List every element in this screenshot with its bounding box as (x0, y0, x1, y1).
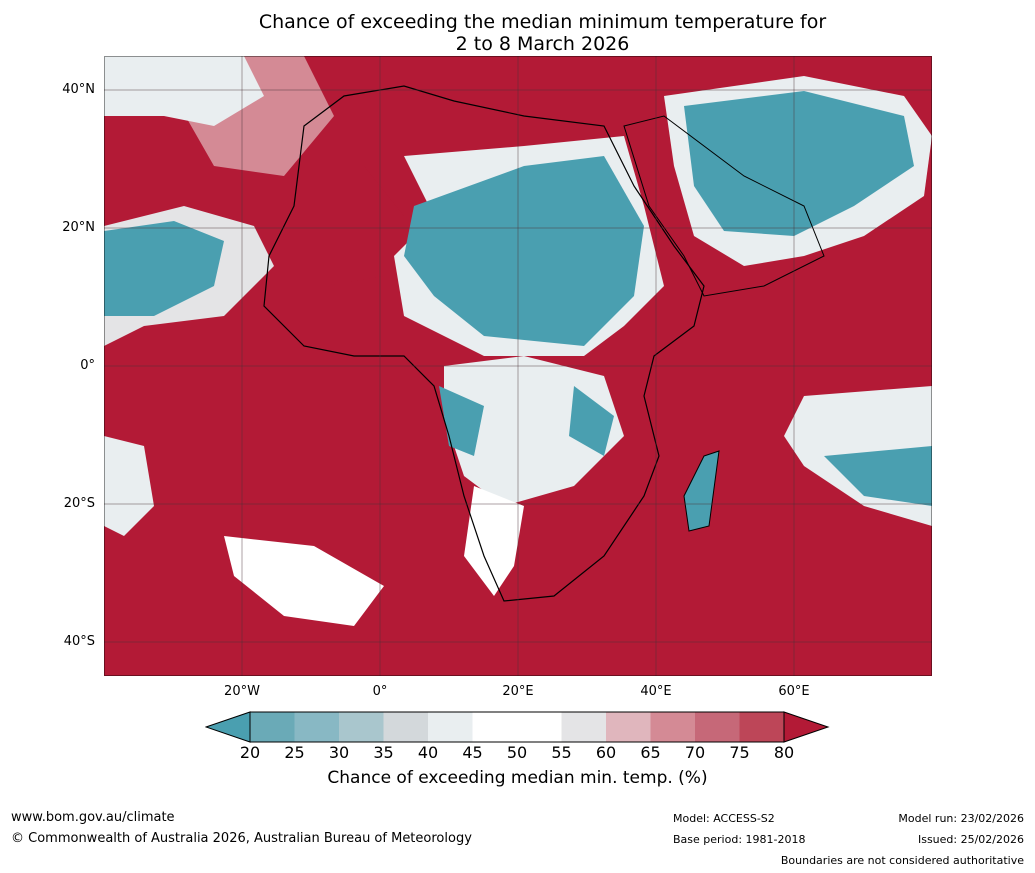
lon-tick-40e: 40°E (640, 684, 672, 699)
lat-tick-20n: 20°N (62, 220, 95, 235)
colorbar-tick-label: 25 (284, 743, 305, 762)
map-region-sahara-blue (404, 156, 644, 346)
lat-tick-40n: 40°N (62, 82, 95, 97)
lat-tick-20s: 20°S (63, 496, 95, 511)
lon-tick-20w: 20°W (224, 684, 260, 699)
colorbar-segment (250, 712, 295, 742)
colorbar-tick-label: 55 (551, 743, 572, 762)
map-region-south-africa-white (464, 486, 524, 596)
colorbar-svg (204, 711, 830, 743)
colorbar-tick-label: 60 (595, 743, 617, 762)
africa-coastline (263, 85, 705, 602)
footer-copyright: © Commonwealth of Australia 2026, Austra… (11, 831, 472, 846)
colorbar-tick-label: 65 (640, 743, 661, 762)
footer-disclaimer: Boundaries are not considered authoritat… (780, 854, 1024, 867)
colorbar-tick-label: 75 (729, 743, 750, 762)
arabia-coastline (623, 115, 825, 297)
colorbar (204, 711, 830, 743)
colorbar-title: Chance of exceeding median min. temp. (%… (327, 768, 708, 788)
colorbar-tick-label: 20 (239, 743, 261, 762)
colorbar-tick-label: 45 (462, 743, 483, 762)
colorbar-segment (339, 712, 384, 742)
lon-tick-60e: 60°E (778, 684, 810, 699)
colorbar-tick-label: 80 (773, 743, 795, 762)
map-region-west-africa-red (284, 166, 404, 286)
colorbar-segment (561, 712, 606, 742)
colorbar-tick-label: 40 (417, 743, 439, 762)
footer-model-run: Model run: 23/02/2026 (898, 812, 1024, 825)
footer-issued: Issued: 25/02/2026 (917, 833, 1024, 846)
map-region-south-atlantic-white (224, 536, 384, 626)
colorbar-arrow-high (783, 711, 830, 743)
footer-website: www.bom.gov.au/climate (11, 810, 175, 825)
lat-tick-0: 0° (80, 358, 95, 373)
map-region-indian-ocean-blue (824, 446, 932, 506)
footer-model: Model: ACCESS-S2 (673, 812, 775, 825)
chart-title-line2: 2 to 8 March 2026 (455, 33, 630, 55)
colorbar-segment (739, 712, 784, 742)
colorbar-arrow-low (204, 711, 251, 743)
map-region-arabia-blue (684, 91, 914, 236)
map-region-angola-blue (439, 386, 484, 456)
map-region-east-africa-blue (569, 386, 614, 456)
colorbar-segment (517, 712, 562, 742)
colorbar-segment (428, 712, 473, 742)
map-region-tropical-atlantic-blue (104, 221, 224, 316)
map-canvas (104, 56, 932, 676)
lon-tick-20e: 20°E (502, 684, 534, 699)
probability-map (104, 56, 932, 676)
map-gridlines (104, 56, 932, 676)
colorbar-tick-label: 50 (506, 743, 528, 762)
map-region-madagascar (683, 450, 720, 532)
colorbar-segment (606, 712, 651, 742)
lon-tick-0: 0° (372, 684, 388, 699)
footer-base-period: Base period: 1981-2018 (673, 833, 806, 846)
chart-title-line1: Chance of exceeding the median minimum t… (258, 11, 827, 33)
colorbar-segment (695, 712, 740, 742)
colorbar-segment (294, 712, 339, 742)
colorbar-segment (650, 712, 695, 742)
colorbar-tick-label: 70 (684, 743, 706, 762)
map-region-west-atlantic-white (104, 436, 154, 536)
map-region-north-atlantic-low (104, 56, 264, 126)
colorbar-tick-label: 35 (373, 743, 394, 762)
lat-tick-40s: 40°S (63, 634, 95, 649)
colorbar-outline (249, 711, 785, 743)
map-frame (104, 56, 932, 676)
colorbar-segment (472, 712, 517, 742)
colorbar-tick-label: 30 (328, 743, 350, 762)
colorbar-segment (383, 712, 428, 742)
